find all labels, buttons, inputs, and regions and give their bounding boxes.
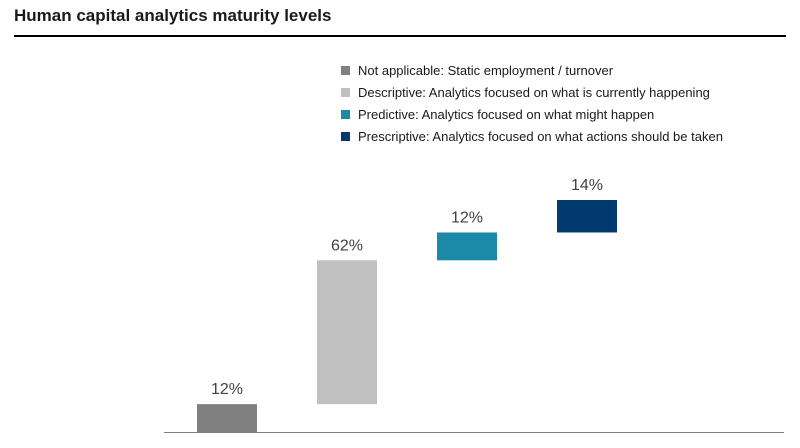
chart-title: Human capital analytics maturity levels xyxy=(14,6,332,25)
bar-descriptive xyxy=(317,260,377,405)
legend-item-not-applicable: Not applicable: Static employment / turn… xyxy=(341,59,723,81)
data-label-not-applicable: 12% xyxy=(211,381,243,398)
data-label-prescriptive: 14% xyxy=(571,177,603,194)
legend-item-descriptive: Descriptive: Analytics focused on what i… xyxy=(341,81,723,103)
legend-swatch-prescriptive xyxy=(341,131,350,141)
legend-item-predictive: Predictive: Analytics focused on what mi… xyxy=(341,103,723,125)
legend-label-prescriptive: Prescriptive: Analytics focused on what … xyxy=(358,128,723,144)
bar-predictive xyxy=(437,232,497,261)
legend-label-predictive: Predictive: Analytics focused on what mi… xyxy=(358,106,655,122)
legend-label-descriptive: Descriptive: Analytics focused on what i… xyxy=(358,84,710,100)
legend-item-prescriptive: Prescriptive: Analytics focused on what … xyxy=(341,125,723,147)
legend-swatch-predictive xyxy=(341,109,350,119)
data-label-descriptive: 62% xyxy=(331,237,363,254)
legend-swatch-not-applicable xyxy=(341,65,350,75)
title-divider xyxy=(14,35,786,37)
legend: Not applicable: Static employment / turn… xyxy=(341,59,723,147)
bar-prescriptive xyxy=(557,200,617,233)
legend-label-not-applicable: Not applicable: Static employment / turn… xyxy=(358,62,614,78)
data-label-predictive: 12% xyxy=(451,209,483,226)
bar-not-applicable xyxy=(197,404,257,432)
legend-swatch-descriptive xyxy=(341,87,350,97)
